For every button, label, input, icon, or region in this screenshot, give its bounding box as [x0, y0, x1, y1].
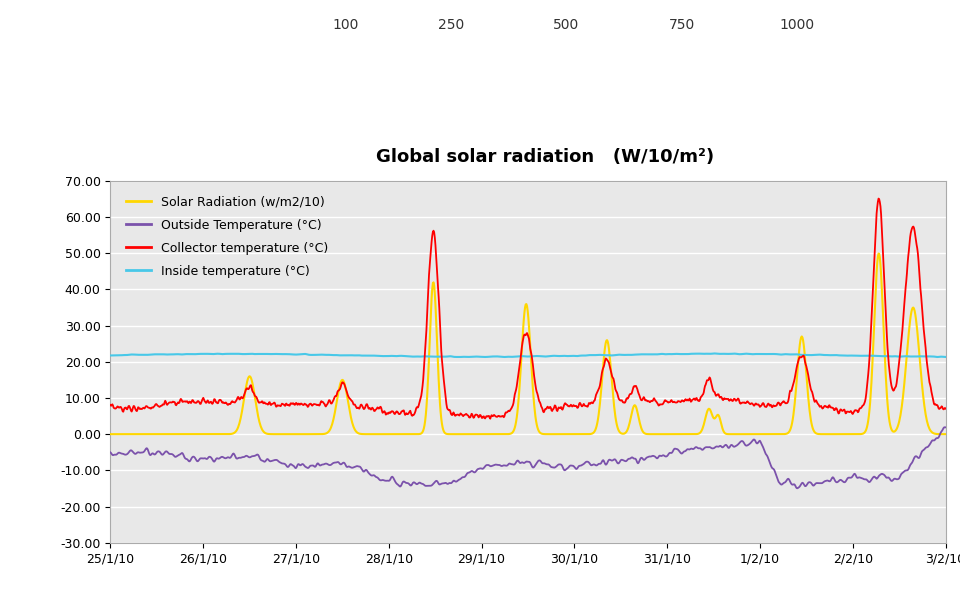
Text: 100: 100 — [332, 18, 359, 32]
Text: 500: 500 — [553, 18, 580, 32]
Text: Global solar radiation   (W/10/m²): Global solar radiation (W/10/m²) — [375, 148, 714, 166]
Text: 750: 750 — [668, 18, 695, 32]
Legend: Solar Radiation (w/m2/10), Outside Temperature (°C), Collector temperature (°C),: Solar Radiation (w/m2/10), Outside Tempe… — [121, 191, 333, 283]
Text: 1000: 1000 — [780, 18, 814, 32]
Text: 250: 250 — [438, 18, 465, 32]
